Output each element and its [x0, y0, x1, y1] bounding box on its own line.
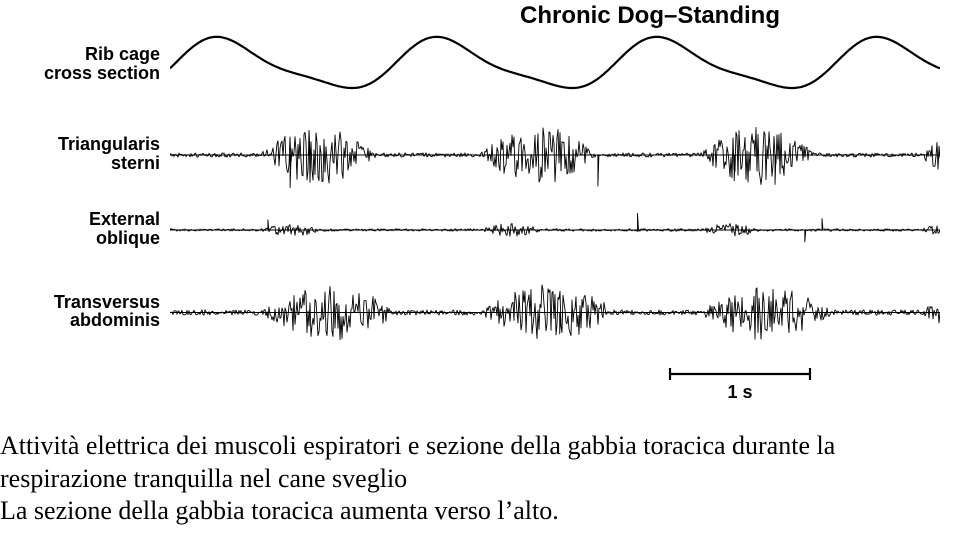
- caption-line-3: La sezione della gabbia toracica aumenta…: [0, 496, 559, 525]
- trace-label-line: sterni: [0, 154, 160, 173]
- figure: Chronic Dog–Standing Rib cagecross secti…: [0, 0, 960, 420]
- trace-label-triangularis: Triangularissterni: [0, 135, 160, 173]
- caption-line-1: Attività elettrica dei muscoli espirator…: [0, 431, 835, 460]
- trace-ribcage: [170, 30, 940, 100]
- trace-triangularis: [170, 120, 940, 190]
- trace-external_oblique: [170, 200, 940, 260]
- trace-label-ribcage: Rib cagecross section: [0, 45, 160, 83]
- trace-label-transversus: Transversusabdominis: [0, 293, 160, 331]
- trace-label-line: abdominis: [0, 311, 160, 330]
- trace-svg-wrap: [170, 120, 940, 190]
- trace-row-ribcage: Rib cagecross section: [0, 30, 960, 100]
- trace-label-line: Triangularis: [0, 135, 160, 154]
- trace-label-external_oblique: Externaloblique: [0, 210, 160, 248]
- scalebar-label: 1 s: [660, 382, 820, 403]
- trace-label-line: oblique: [0, 229, 160, 248]
- trace-row-transversus: Transversusabdominis: [0, 275, 960, 350]
- trace-label-line: Rib cage: [0, 45, 160, 64]
- trace-svg-wrap: [170, 200, 940, 260]
- trace-svg-wrap: [170, 30, 940, 100]
- trace-svg-wrap: [170, 275, 940, 350]
- caption-line-2: respirazione tranquilla nel cane sveglio: [0, 464, 407, 493]
- trace-transversus: [170, 275, 940, 350]
- trace-row-external_oblique: Externaloblique: [0, 200, 960, 260]
- time-scalebar: 1 s: [660, 360, 820, 403]
- trace-label-line: Transversus: [0, 293, 160, 312]
- figure-title: Chronic Dog–Standing: [520, 2, 780, 30]
- figure-caption: Attività elettrica dei muscoli espirator…: [0, 430, 960, 528]
- trace-label-line: cross section: [0, 64, 160, 83]
- trace-row-triangularis: Triangularissterni: [0, 120, 960, 190]
- trace-label-line: External: [0, 210, 160, 229]
